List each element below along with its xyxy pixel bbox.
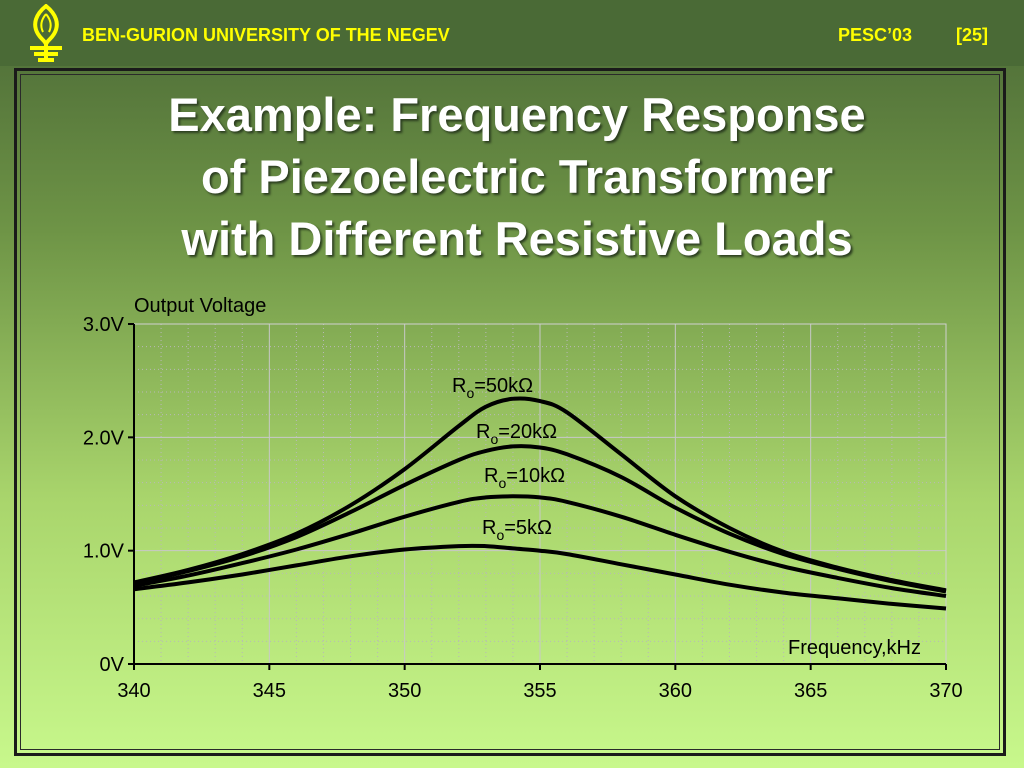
- x-tick-label: 360: [659, 680, 692, 702]
- x-tick-label: 365: [794, 680, 827, 702]
- conference-name: PESC’03: [838, 25, 913, 45]
- x-tick-label: 345: [253, 680, 286, 702]
- series-line-4: [133, 543, 947, 611]
- series-label-4: Ro=5kΩ: [482, 517, 552, 543]
- x-axis-label: Frequency,kHz: [788, 637, 921, 659]
- x-tick-label: 340: [117, 680, 150, 702]
- series-curves: [133, 396, 947, 611]
- y-axis-label: Output Voltage: [134, 295, 266, 317]
- axis-ticks: 340 345 350 355 360 365 370 0V 1.0V 2.0V 3.0V: [83, 314, 963, 702]
- y-tick-label: 2.0V: [83, 427, 125, 449]
- series-line-1: [133, 396, 947, 593]
- series-label-2: Ro=20kΩ: [476, 421, 557, 447]
- title-line-3: with Different Resistive Loads: [181, 212, 853, 265]
- series-line-2: [133, 444, 947, 594]
- slide-number: [25]: [956, 25, 989, 45]
- series-line-3: [133, 494, 947, 598]
- institution-name: BEN-GURION UNIVERSITY OF THE NEGEV: [82, 25, 450, 45]
- y-tick-label: 0V: [100, 654, 125, 676]
- title-line-2: of Piezoelectric Transformer: [200, 150, 834, 203]
- x-tick-label: 350: [388, 680, 421, 702]
- chart-labels: Output Voltage Frequency,kHz Ro=50kΩ Ro=20k…: [134, 295, 921, 659]
- series-label-3: Ro=10kΩ: [484, 465, 565, 491]
- chart-grid: [133, 323, 947, 665]
- slide-frame-inner: [20, 74, 1000, 750]
- university-logo-icon: [30, 4, 62, 62]
- slide-frame: [14, 68, 1006, 756]
- x-tick-label: 370: [929, 680, 962, 702]
- title-line-1: Example: Frequency Response: [168, 88, 866, 141]
- series-label-1: Ro=50kΩ: [452, 375, 533, 401]
- slide-title: Example: Frequency Response of Piezoelec…: [60, 84, 974, 270]
- y-tick-label: 3.0V: [83, 314, 125, 336]
- x-tick-label: 355: [523, 680, 556, 702]
- slide-header: BEN-GURION UNIVERSITY OF THE NEGEV PESC’…: [0, 0, 1024, 66]
- y-tick-label: 1.0V: [83, 541, 125, 563]
